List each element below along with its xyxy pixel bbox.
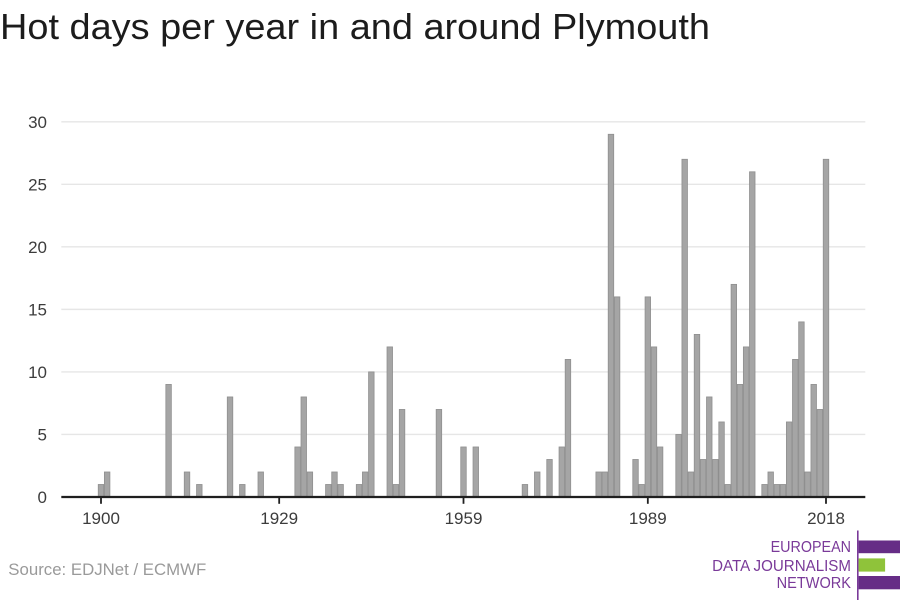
svg-text:10: 10 [28,363,47,382]
svg-text:EUROPEAN: EUROPEAN [771,539,851,556]
svg-text:1900: 1900 [82,509,120,528]
svg-text:Hot days per year in and aroun: Hot days per year in and around Plymouth [0,6,710,47]
svg-text:Source: EDJNet / ECMWF: Source: EDJNet / ECMWF [8,560,206,579]
svg-text:NETWORK: NETWORK [777,575,852,592]
svg-text:1929: 1929 [260,509,298,528]
svg-text:25: 25 [28,175,47,194]
svg-text:1959: 1959 [445,509,483,528]
svg-text:20: 20 [28,238,47,257]
svg-text:DATA JOURNALISM: DATA JOURNALISM [712,558,851,575]
svg-text:1989: 1989 [629,509,667,528]
svg-text:5: 5 [38,425,47,444]
svg-text:30: 30 [28,113,47,132]
svg-text:0: 0 [38,488,47,507]
svg-text:15: 15 [28,300,47,319]
svg-text:2018: 2018 [807,509,845,528]
